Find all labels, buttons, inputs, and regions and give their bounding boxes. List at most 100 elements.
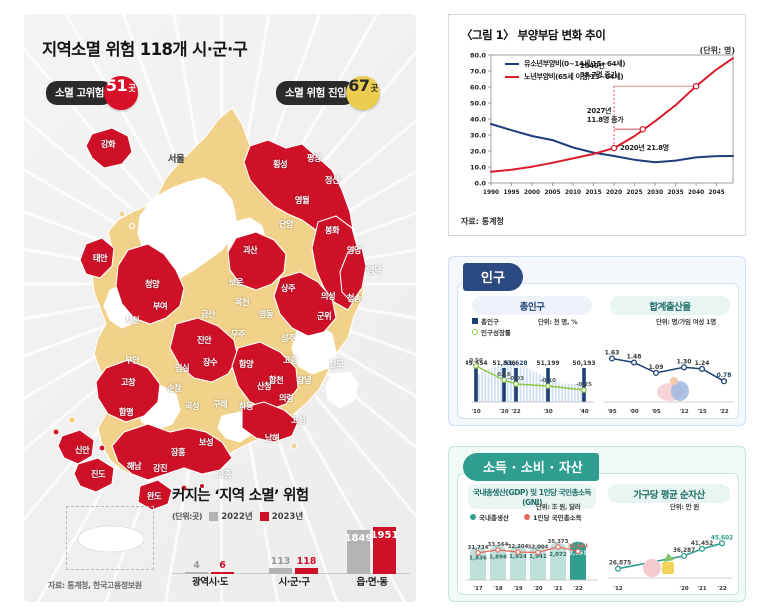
bar-chart-legend-2023: 2023년 bbox=[259, 510, 303, 522]
total-population-title: 총인구 bbox=[472, 296, 592, 315]
map-red-ganghwa bbox=[85, 127, 133, 169]
bar-chart-plot: 4 6 광역시·도 113 118 시·군·구 1849 1951 읍·면·동 bbox=[172, 524, 410, 588]
map-label-진안: 진안 bbox=[196, 335, 212, 345]
svg-text:'10: '10 bbox=[471, 409, 481, 415]
svg-text:31,734: 31,734 bbox=[468, 545, 489, 551]
bar-2023년-시·군·구: 118 bbox=[295, 556, 318, 574]
bar-chart-unit: (단위:곳) bbox=[172, 511, 203, 521]
svg-text:'22: '22 bbox=[511, 409, 521, 415]
map-red-chungbuk bbox=[227, 231, 287, 291]
line-chart-source: 자료: 통계청 bbox=[461, 217, 504, 226]
map-label-태안: 태안 bbox=[92, 253, 108, 263]
svg-text:'20: '20 bbox=[679, 586, 688, 592]
map-label-의령: 의령 bbox=[278, 393, 294, 403]
badge-risk-entry-unit: 곳 bbox=[370, 84, 379, 94]
map-label-보성: 보성 bbox=[198, 437, 214, 447]
map-red-south-coast bbox=[241, 401, 299, 443]
svg-text:2010: 2010 bbox=[565, 190, 581, 196]
legend-swatch-gni bbox=[524, 514, 530, 520]
svg-text:51,836: 51,836 bbox=[492, 360, 515, 367]
map-label-청도: 청도 bbox=[328, 359, 344, 369]
svg-text:'12: '12 bbox=[613, 586, 622, 592]
svg-text:'00: '00 bbox=[629, 409, 639, 415]
map-red-gyeongnam bbox=[231, 341, 299, 411]
map-label-순창: 순창 bbox=[166, 383, 182, 393]
map-white-east bbox=[325, 371, 359, 409]
bar-category-label: 시·군·구 bbox=[278, 577, 310, 588]
map-label-장수: 장수 bbox=[202, 357, 218, 367]
map-label-군위: 군위 bbox=[316, 311, 332, 321]
badge-risk-entry-value: 67 bbox=[348, 76, 370, 95]
badge-high-risk-unit: 곳 bbox=[128, 84, 137, 94]
dependency-ratio-card: 〈그림 1〉 부양부담 변화 추이 (단위: 명) 유소년부양비(0~14세/1… bbox=[448, 14, 746, 236]
legend-label-growth-rate: 인구성장률 bbox=[481, 329, 511, 337]
map-label-청송: 청송 bbox=[346, 293, 362, 303]
svg-text:2015: 2015 bbox=[585, 190, 601, 196]
svg-text:1,924: 1,924 bbox=[509, 554, 527, 560]
map-label-옥천: 옥천 bbox=[234, 297, 250, 307]
bar-chart-legend-2022: 2022년 bbox=[209, 510, 253, 522]
total-population-unit: 단위: 천 명, % bbox=[538, 318, 578, 326]
svg-text:'17: '17 bbox=[473, 586, 482, 592]
chart-annotation: 2027년 11.8명 증가 bbox=[586, 107, 624, 124]
bar-2023년-읍·면·동: 1951 bbox=[371, 527, 398, 574]
korea-map bbox=[36, 102, 366, 522]
legend-swatch-2023 bbox=[259, 511, 269, 521]
svg-text:2,072: 2,072 bbox=[549, 552, 567, 558]
svg-text:1.09: 1.09 bbox=[649, 364, 664, 371]
svg-text:51,628: 51,628 bbox=[504, 360, 527, 367]
svg-text:0.78: 0.78 bbox=[717, 372, 732, 379]
bar-value-label: 113 bbox=[270, 555, 291, 567]
net-assets-plot: 26,875 '12 36,287 '20 41,452 '21 45,602 '22 bbox=[606, 522, 734, 592]
line-chart-plot: 0.0 10.0 20.0 30.0 40.0 50.0 60.0 70.0 80.0 1990 1… bbox=[457, 49, 739, 207]
map-label-보은: 보은 bbox=[228, 277, 244, 287]
svg-text:20.0: 20.0 bbox=[470, 148, 487, 156]
map-red-wando bbox=[137, 479, 173, 511]
legend-label-total-population: 총인구 bbox=[481, 318, 499, 326]
gdp-title: 국내총생산(GDP) 및 1인당 국민총소득(GNI) bbox=[468, 484, 596, 509]
svg-text:1.63: 1.63 bbox=[605, 350, 620, 357]
line-chart-legend: 유소년부양비(0~14세/15~64세) 노년부양비(65세 이상/15~64세… bbox=[505, 59, 626, 85]
legend-label-elderly: 노년부양비(65세 이상/15~64세) bbox=[524, 72, 624, 81]
map-red-jeonnam-s bbox=[111, 423, 233, 481]
map-red-chungnam bbox=[115, 243, 185, 325]
legend-elderly: 노년부양비(65세 이상/15~64세) bbox=[505, 72, 625, 82]
bar-chart-legend: (단위:곳) 2022년 2023년 bbox=[172, 510, 410, 522]
map-label-봉화: 봉화 bbox=[324, 225, 340, 235]
svg-text:'95: '95 bbox=[607, 409, 617, 415]
legend-total-population: 총인구 bbox=[472, 316, 499, 326]
map-label-고창: 고창 bbox=[120, 377, 136, 387]
svg-text:-0.10: -0.10 bbox=[540, 378, 556, 384]
legend-label-youth: 유소년부양비(0~14세/15~64세) bbox=[524, 59, 626, 68]
legend-label-gni: 1인당 국민총소득 bbox=[533, 514, 582, 522]
map-island bbox=[98, 444, 106, 452]
map-label-고성: 고성 bbox=[290, 415, 306, 425]
fertility-unit: 단위: 명/가임 여성 1명 bbox=[656, 318, 716, 326]
map-label-완도: 완도 bbox=[146, 491, 162, 501]
jeju-inset bbox=[66, 506, 154, 570]
svg-text:'22: '22 bbox=[573, 586, 582, 592]
svg-text:'22: '22 bbox=[719, 409, 729, 415]
map-label-합천: 합천 bbox=[268, 375, 284, 385]
fertility-plot: 1.63 '95 1.48 '00 1.09 '05 1.30 '12 1.24 '15 0.78 '… bbox=[604, 336, 734, 416]
svg-text:60.0: 60.0 bbox=[470, 84, 487, 92]
svg-text:1.24: 1.24 bbox=[695, 360, 710, 367]
svg-text:'20: '20 bbox=[499, 409, 509, 415]
svg-text:2035: 2035 bbox=[668, 190, 684, 196]
chart-annotation: 2040년 38.7명 증가 bbox=[580, 62, 617, 79]
svg-text:'21: '21 bbox=[553, 586, 562, 592]
gdp-unit: 단위: 조 원, 달러 bbox=[536, 503, 581, 511]
svg-text:1.48: 1.48 bbox=[627, 354, 642, 361]
svg-text:'40: '40 bbox=[579, 409, 589, 415]
bar-2022년-시·군·구: 113 bbox=[269, 556, 292, 574]
svg-text:2030: 2030 bbox=[647, 190, 663, 196]
map-label-영양: 영양 bbox=[346, 245, 362, 255]
svg-text:45,602: 45,602 bbox=[711, 535, 733, 541]
svg-text:1995: 1995 bbox=[503, 190, 519, 196]
legend-swatch-youth bbox=[505, 62, 519, 66]
bar-group: 113 118 bbox=[269, 556, 318, 574]
svg-text:0.50: 0.50 bbox=[469, 358, 483, 364]
badge-risk-entry-label: 소멸 위험 진입 bbox=[276, 81, 356, 105]
legend-swatch-total-population bbox=[472, 318, 478, 324]
map-label-서천: 서천 bbox=[124, 315, 140, 325]
